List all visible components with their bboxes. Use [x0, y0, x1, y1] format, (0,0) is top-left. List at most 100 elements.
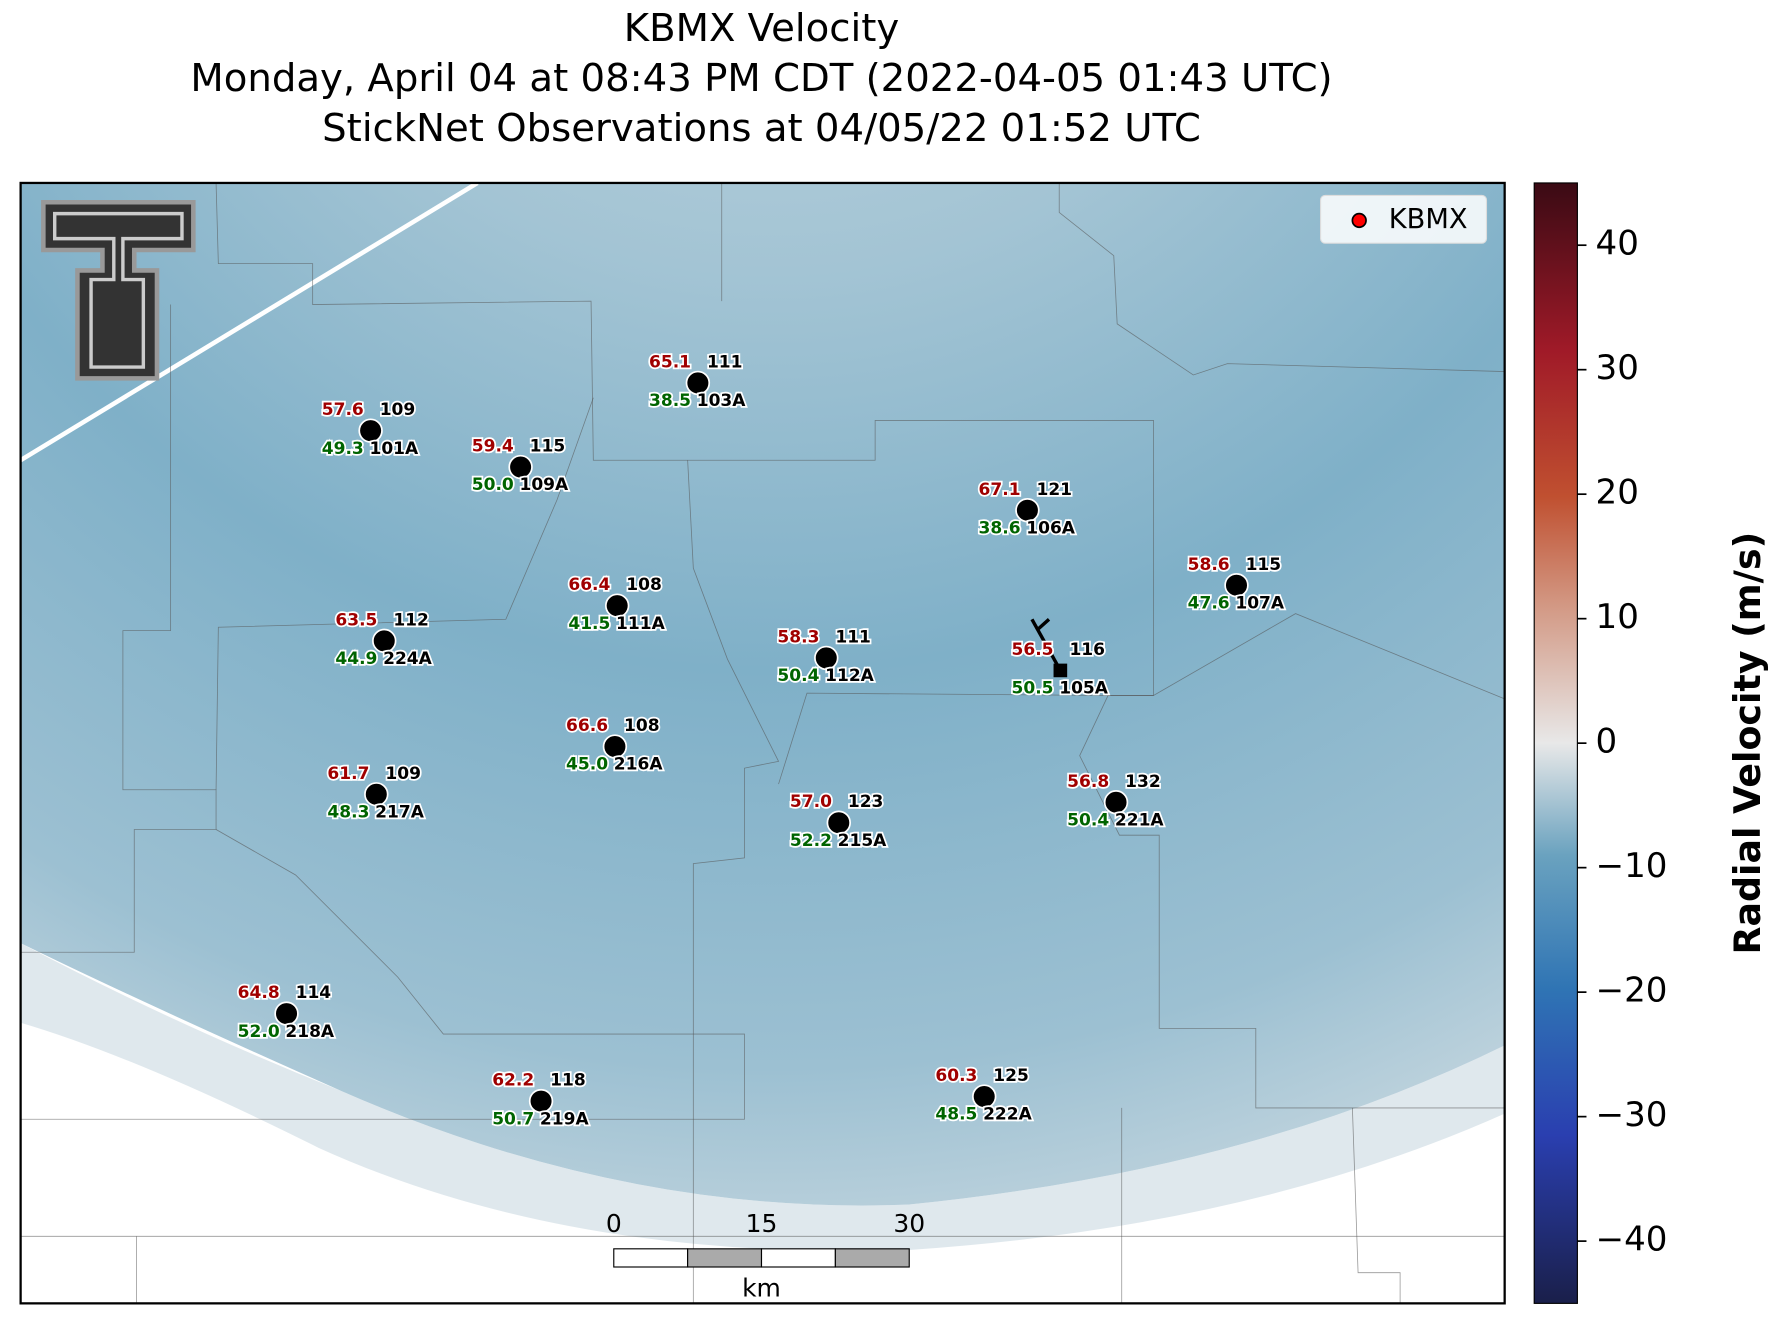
station-id: 221A: [1115, 810, 1165, 830]
wind-direction: 114: [296, 983, 332, 1003]
temperature: 61.7: [327, 764, 369, 784]
temperature: 58.6: [1188, 555, 1230, 575]
station-marker: [1224, 572, 1249, 598]
dewpoint: 44.9: [335, 649, 377, 669]
wind-direction: 108: [624, 716, 660, 736]
wind-direction: 111: [707, 352, 743, 372]
scale-bar: 0 15 30 km: [606, 1209, 925, 1303]
colorbar-tick-label: −20: [1596, 971, 1668, 1011]
legend-label: KBMX: [1389, 204, 1468, 235]
wind-barb: [1030, 618, 1062, 672]
dewpoint: 41.5: [568, 614, 610, 634]
map-frame: [19, 181, 1506, 1305]
colorbar-tick-label: −40: [1596, 1220, 1668, 1260]
legend: KBMX: [1320, 194, 1488, 244]
temperature: 65.1: [649, 352, 691, 372]
dewpoint: 48.5: [935, 1105, 977, 1125]
wind-direction: 116: [1069, 640, 1105, 660]
station-marker: [528, 1088, 554, 1114]
wind-direction: 132: [1125, 772, 1161, 792]
temperature: 67.1: [979, 480, 1021, 500]
dewpoint: 45.0: [566, 755, 608, 775]
station-marker: [972, 1084, 997, 1109]
station-id: 109A: [519, 475, 569, 495]
wind-direction: 121: [1036, 480, 1072, 500]
station-id: 224A: [383, 649, 433, 669]
logo: [41, 199, 196, 381]
scale-label: 0: [606, 1209, 622, 1238]
station-id: 101A: [369, 439, 419, 459]
dewpoint: 52.2: [790, 831, 832, 851]
station-marker: [364, 782, 389, 807]
station-marker: [1103, 790, 1129, 815]
dewpoint: 52.0: [238, 1022, 280, 1042]
station-id: 112A: [825, 666, 875, 686]
dewpoint: 49.3: [322, 439, 364, 459]
station-marker: [358, 418, 383, 443]
county-lines: [20, 182, 1505, 1304]
temperature: 56.5: [1012, 640, 1054, 660]
scale-unit: km: [742, 1274, 781, 1303]
station-id: 222A: [983, 1105, 1033, 1125]
wind-direction: 118: [550, 1071, 586, 1091]
wind-direction: 108: [626, 575, 662, 595]
station-marker: [274, 1001, 299, 1026]
station-marker: [826, 810, 851, 835]
station-marker: [685, 370, 711, 396]
subtitle: Monday, April 04 at 08:43 PM CDT (2022-0…: [190, 56, 1332, 101]
temperature: 57.0: [790, 792, 832, 812]
station-id: 103A: [697, 391, 747, 411]
dewpoint: 38.6: [979, 518, 1021, 538]
wind-barb: [1036, 618, 1051, 631]
dewpoint: 50.0: [472, 475, 514, 495]
colorbar-label: Radial Velocity (m/s): [1726, 532, 1769, 955]
station-marker: [602, 734, 628, 759]
stations: 65.1 111 38.5 103A 57.6 109 49.3 101A 59.4 115 50.…: [236, 351, 1287, 1131]
wind-direction: 111: [835, 627, 871, 647]
colorbar-ticks: −40 −30 −20 −10 0 10 20 30 40: [1577, 224, 1667, 1260]
temperature: 66.4: [568, 575, 610, 595]
colorbar: [1533, 182, 1578, 1304]
dewpoint: 50.7: [492, 1109, 534, 1129]
colorbar-tick-label: 10: [1596, 597, 1639, 637]
station-id: 107A: [1235, 593, 1285, 613]
colorbar-tick-label: 40: [1596, 224, 1639, 264]
title: KBMX Velocity: [624, 6, 899, 51]
colorbar-tick-label: −10: [1596, 846, 1668, 886]
station-id: 218A: [285, 1022, 335, 1042]
legend-marker: [1351, 212, 1367, 229]
temperature: 59.4: [472, 437, 514, 457]
station-id: 217A: [375, 802, 425, 822]
legend-box: [1320, 194, 1488, 244]
station-id: 106A: [1026, 518, 1076, 538]
wind-direction: 109: [380, 400, 416, 420]
scale-label: 15: [746, 1209, 778, 1238]
wind-direction: 125: [993, 1066, 1029, 1086]
map: 65.1 111 38.5 103A 57.6 109 49.3 101A 59.4 115 50.…: [20, 182, 1505, 1304]
colorbar-tick-label: 0: [1596, 722, 1618, 762]
wind-direction: 112: [393, 610, 429, 630]
station-marker: [1053, 663, 1068, 678]
scale-label: 30: [893, 1209, 925, 1238]
radar-data: [20, 182, 1505, 1206]
temperature: 56.8: [1067, 772, 1109, 792]
wind-direction: 115: [1246, 555, 1282, 575]
temperature: 64.8: [238, 983, 280, 1003]
subtitle: StickNet Observations at 04/05/22 01:52 …: [322, 106, 1201, 151]
wind-direction: 123: [848, 792, 884, 812]
dewpoint: 50.4: [777, 666, 819, 686]
station-marker: [372, 628, 397, 654]
dewpoint: 48.3: [327, 802, 369, 822]
station-id: 219A: [540, 1109, 590, 1129]
dewpoint: 50.4: [1067, 810, 1109, 830]
radar-fringe: [20, 943, 1505, 1251]
temperature: 62.2: [492, 1071, 534, 1091]
temperature: 63.5: [335, 610, 377, 630]
temperature: 58.3: [777, 627, 819, 647]
colorbar-tick-label: −30: [1596, 1095, 1668, 1135]
wind-direction: 115: [530, 437, 566, 457]
radial-line: [20, 182, 479, 463]
temperature: 57.6: [322, 400, 364, 420]
dewpoint: 38.5: [649, 391, 691, 411]
